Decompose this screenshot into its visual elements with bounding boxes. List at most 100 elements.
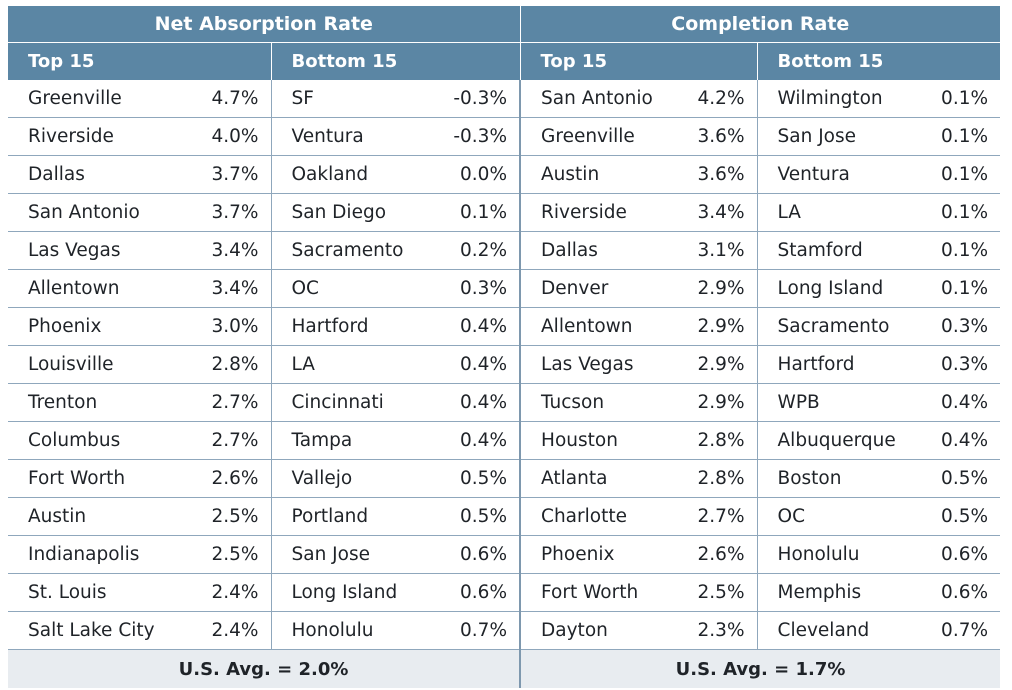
- na-top-value: 3.7%: [189, 193, 272, 232]
- na-top-city: Greenville: [8, 80, 189, 118]
- na-bottom-city: OC: [271, 269, 443, 308]
- na-top-value: 2.5%: [189, 497, 272, 536]
- cr-bottom-value: 0.1%: [921, 269, 1001, 308]
- cr-bottom-city: Hartford: [757, 345, 922, 384]
- na-bottom-city: Vallejo: [271, 459, 443, 498]
- cr-top-value: 2.3%: [675, 611, 758, 650]
- cr-top-label: Top 15: [520, 42, 758, 80]
- cr-top-city: Denver: [520, 269, 676, 308]
- na-bottom-value: 0.2%: [443, 231, 522, 270]
- cr-top-city: Austin: [520, 155, 676, 194]
- na-bottom-city: Sacramento: [271, 231, 443, 270]
- na-top-city: Las Vegas: [8, 231, 189, 270]
- cr-top-value: 2.6%: [675, 535, 758, 574]
- cr-bottom-value: 0.1%: [921, 80, 1001, 118]
- rates-table-container: Net Absorption Rate Completion Rate Top …: [8, 6, 1001, 688]
- cr-bottom-value: 0.3%: [921, 307, 1001, 346]
- na-bottom-value: -0.3%: [443, 80, 522, 118]
- cr-bottom-value: 0.5%: [921, 497, 1001, 536]
- cr-top-city: Greenville: [520, 117, 676, 156]
- na-bottom-city: San Diego: [271, 193, 443, 232]
- cr-bottom-city: LA: [757, 193, 922, 232]
- cr-bottom-value: 0.7%: [921, 611, 1001, 650]
- cr-top-value: 2.9%: [675, 345, 758, 384]
- na-bottom-value: 0.4%: [443, 307, 522, 346]
- table-row: Las Vegas 3.4% Sacramento 0.2% Dallas 3.1% Sta…: [8, 231, 1001, 270]
- na-bottom-value: -0.3%: [443, 117, 522, 156]
- cr-bottom-value: 0.5%: [921, 459, 1001, 498]
- na-top-value: 3.0%: [189, 307, 272, 346]
- cr-bottom-city: Cleveland: [757, 611, 922, 650]
- cr-top-city: San Antonio: [520, 80, 676, 118]
- cr-top-city: Houston: [520, 421, 676, 460]
- na-bottom-city: Long Island: [271, 573, 443, 612]
- cr-bottom-value: 0.4%: [921, 383, 1001, 422]
- cr-top-city: Charlotte: [520, 497, 676, 536]
- cr-top-city: Dallas: [520, 231, 676, 270]
- cr-bottom-city: Wilmington: [757, 80, 922, 118]
- table-row: Trenton 2.7% Cincinnati 0.4% Tucson 2.9% WPB 0.…: [8, 383, 1001, 422]
- na-bottom-label: Bottom 15: [271, 42, 521, 80]
- cr-top-value: 3.6%: [675, 155, 758, 194]
- na-top-value: 4.7%: [189, 80, 272, 118]
- table-row: Allentown 3.4% OC 0.3% Denver 2.9% Long Island…: [8, 269, 1001, 308]
- na-bottom-city: LA: [271, 345, 443, 384]
- cr-bottom-value: 0.1%: [921, 193, 1001, 232]
- na-bottom-value: 0.3%: [443, 269, 522, 308]
- cr-top-value: 2.9%: [675, 383, 758, 422]
- na-bottom-city: Ventura: [271, 117, 443, 156]
- na-bottom-value: 0.6%: [443, 573, 522, 612]
- na-bottom-value: 0.4%: [443, 345, 522, 384]
- na-top-city: Trenton: [8, 383, 189, 422]
- cr-bottom-value: 0.1%: [921, 231, 1001, 270]
- cr-top-city: Fort Worth: [520, 573, 676, 612]
- cr-us-average: U.S. Avg. = 1.7%: [520, 649, 1001, 688]
- cr-bottom-value: 0.6%: [921, 535, 1001, 574]
- na-top-city: San Antonio: [8, 193, 189, 232]
- cr-bottom-city: Long Island: [757, 269, 922, 308]
- cr-top-city: Atlanta: [520, 459, 676, 498]
- average-row: U.S. Avg. = 2.0% U.S. Avg. = 1.7%: [8, 649, 1001, 688]
- cr-bottom-city: WPB: [757, 383, 922, 422]
- na-top-value: 4.0%: [189, 117, 272, 156]
- na-top-city: Louisville: [8, 345, 189, 384]
- na-bottom-value: 0.1%: [443, 193, 522, 232]
- na-top-value: 3.4%: [189, 269, 272, 308]
- cr-bottom-city: Honolulu: [757, 535, 922, 574]
- na-top-value: 3.4%: [189, 231, 272, 270]
- na-top-city: Dallas: [8, 155, 189, 194]
- rates-table-body: Greenville 4.7% SF -0.3% San Antonio 4.2% Wilm…: [8, 80, 1001, 650]
- na-top-city: Phoenix: [8, 307, 189, 346]
- cr-top-value: 2.9%: [675, 307, 758, 346]
- na-bottom-city: Honolulu: [271, 611, 443, 650]
- cr-top-city: Dayton: [520, 611, 676, 650]
- na-bottom-value: 0.4%: [443, 383, 522, 422]
- section-header-row: Net Absorption Rate Completion Rate: [8, 6, 1001, 43]
- na-top-value: 2.8%: [189, 345, 272, 384]
- cr-top-value: 2.8%: [675, 421, 758, 460]
- na-top-value: 2.5%: [189, 535, 272, 574]
- na-bottom-value: 0.5%: [443, 459, 522, 498]
- na-bottom-city: Cincinnati: [271, 383, 443, 422]
- na-top-city: Salt Lake City: [8, 611, 189, 650]
- table-row: Riverside 4.0% Ventura -0.3% Greenville 3.6% S…: [8, 117, 1001, 156]
- cr-top-city: Allentown: [520, 307, 676, 346]
- table-row: Dallas 3.7% Oakland 0.0% Austin 3.6% Ventura 0.…: [8, 155, 1001, 194]
- table-row: Austin 2.5% Portland 0.5% Charlotte 2.7% OC 0.5…: [8, 497, 1001, 536]
- cr-top-city: Phoenix: [520, 535, 676, 574]
- cr-top-city: Tucson: [520, 383, 676, 422]
- na-top-city: Austin: [8, 497, 189, 536]
- cr-top-city: Las Vegas: [520, 345, 676, 384]
- na-top-value: 2.7%: [189, 421, 272, 460]
- na-top-value: 2.6%: [189, 459, 272, 498]
- cr-bottom-city: Boston: [757, 459, 922, 498]
- na-bottom-city: Tampa: [271, 421, 443, 460]
- cr-top-value: 2.9%: [675, 269, 758, 308]
- cr-bottom-city: Memphis: [757, 573, 922, 612]
- na-top-value: 2.7%: [189, 383, 272, 422]
- cr-bottom-label: Bottom 15: [757, 42, 1001, 80]
- table-row: Louisville 2.8% LA 0.4% Las Vegas 2.9% Hartfor…: [8, 345, 1001, 384]
- cr-top-value: 2.7%: [675, 497, 758, 536]
- na-top-city: Riverside: [8, 117, 189, 156]
- table-row: San Antonio 3.7% San Diego 0.1% Riverside 3.4…: [8, 193, 1001, 232]
